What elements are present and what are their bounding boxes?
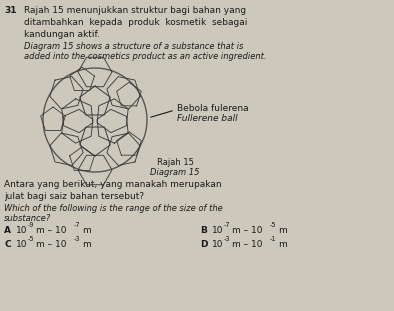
Text: julat bagi saiz bahan tersebut?: julat bagi saiz bahan tersebut?	[4, 192, 144, 201]
Text: Rajah 15: Rajah 15	[156, 158, 193, 167]
Text: 31: 31	[4, 6, 17, 15]
Text: m: m	[82, 240, 91, 249]
Text: Antara yang berikut, yang manakah merupakan: Antara yang berikut, yang manakah merupa…	[4, 180, 221, 189]
Text: Rajah 15 menunjukkan struktur bagi bahan yang: Rajah 15 menunjukkan struktur bagi bahan…	[24, 6, 246, 15]
Text: -9: -9	[28, 222, 35, 228]
Text: added into the cosmetics product as an active ingredient.: added into the cosmetics product as an a…	[24, 52, 266, 61]
Text: m – 10: m – 10	[36, 240, 67, 249]
Text: A: A	[4, 226, 11, 235]
Text: -7: -7	[224, 222, 230, 228]
Text: Diagram 15: Diagram 15	[150, 168, 200, 177]
Text: 10: 10	[16, 240, 28, 249]
Text: 10: 10	[16, 226, 28, 235]
Text: B: B	[200, 226, 207, 235]
Text: -5: -5	[28, 236, 35, 242]
Text: m – 10: m – 10	[36, 226, 67, 235]
Text: C: C	[4, 240, 11, 249]
Text: ditambahkan  kepada  produk  kosmetik  sebagai: ditambahkan kepada produk kosmetik sebag…	[24, 18, 247, 27]
Text: Diagram 15 shows a structure of a substance that is: Diagram 15 shows a structure of a substa…	[24, 42, 243, 51]
Text: -5: -5	[270, 222, 277, 228]
Text: 10: 10	[212, 226, 223, 235]
Text: D: D	[200, 240, 208, 249]
Text: Which of the following is the range of the size of the: Which of the following is the range of t…	[4, 204, 223, 213]
Text: 10: 10	[212, 240, 223, 249]
Text: substance?: substance?	[4, 214, 51, 223]
Text: m: m	[82, 226, 91, 235]
Text: kandungan aktif.: kandungan aktif.	[24, 30, 100, 39]
Text: -7: -7	[74, 222, 81, 228]
Text: -1: -1	[270, 236, 277, 242]
Text: m: m	[278, 240, 287, 249]
Text: -3: -3	[224, 236, 230, 242]
Text: -3: -3	[74, 236, 80, 242]
Text: m – 10: m – 10	[232, 226, 262, 235]
Text: Fullerene ball: Fullerene ball	[177, 114, 238, 123]
Text: m – 10: m – 10	[232, 240, 262, 249]
Text: m: m	[278, 226, 287, 235]
Text: Bebola fulerena: Bebola fulerena	[177, 104, 249, 113]
